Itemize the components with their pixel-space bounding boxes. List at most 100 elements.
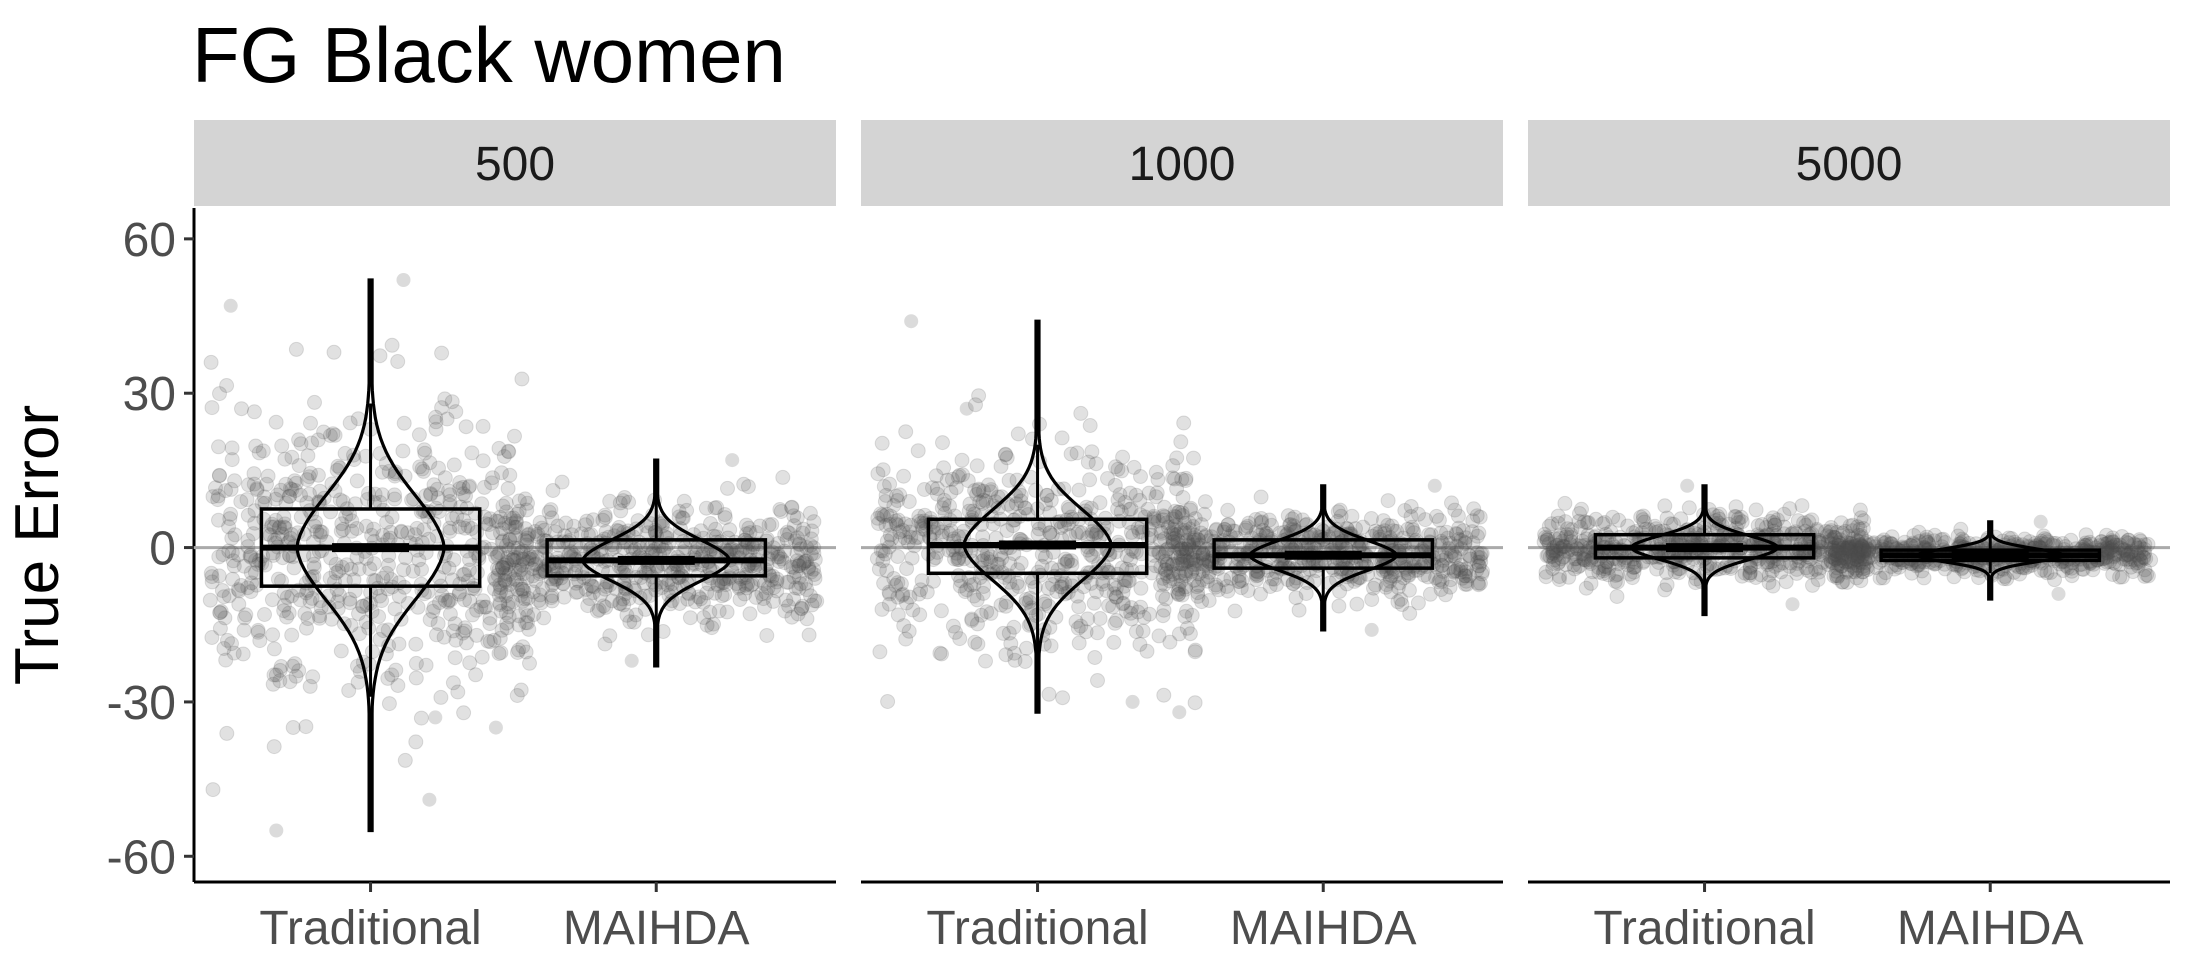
data-point — [203, 565, 219, 581]
data-point — [1069, 445, 1085, 461]
data-point — [307, 394, 322, 410]
data-point — [271, 520, 287, 536]
data-point — [233, 494, 249, 510]
data-point — [497, 565, 513, 581]
data-point — [299, 620, 314, 636]
data-point — [308, 514, 324, 530]
data-point — [1130, 604, 1146, 620]
data-point — [596, 598, 612, 614]
data-point — [203, 354, 219, 370]
data-point — [204, 400, 220, 416]
data-point — [264, 516, 280, 532]
data-point — [455, 567, 471, 583]
data-point — [211, 549, 227, 565]
data-point — [272, 673, 288, 689]
data-point — [469, 602, 485, 618]
data-point — [1197, 494, 1213, 510]
data-point — [332, 492, 348, 508]
data-point — [482, 511, 498, 527]
data-point — [703, 516, 718, 531]
data-point — [444, 511, 460, 527]
data-point — [250, 624, 266, 640]
data-point — [227, 527, 243, 543]
data-point — [1680, 478, 1695, 493]
data-point — [461, 479, 477, 495]
data-point — [224, 636, 239, 652]
data-point — [1177, 581, 1193, 597]
data-point — [501, 609, 517, 625]
data-point — [495, 521, 511, 537]
data-point — [1082, 418, 1098, 433]
data-point — [224, 452, 240, 468]
data-point — [235, 646, 251, 662]
data-point — [237, 610, 253, 626]
data-point — [284, 588, 300, 604]
data-point — [1379, 577, 1395, 593]
data-point — [327, 427, 343, 443]
data-point — [484, 475, 499, 491]
data-point — [390, 354, 406, 369]
data-point — [499, 555, 515, 571]
data-point — [1916, 570, 1932, 586]
data-point — [285, 720, 301, 735]
data-point — [437, 470, 453, 486]
data-point — [310, 467, 326, 483]
data-point — [422, 455, 438, 471]
data-point — [447, 616, 463, 632]
data-point — [1148, 464, 1164, 480]
data-point — [364, 527, 380, 543]
data-point — [414, 461, 430, 477]
data-point — [899, 561, 915, 577]
data-point — [1042, 525, 1058, 541]
data-point — [515, 639, 531, 655]
data-point — [460, 518, 476, 534]
data-point — [281, 489, 297, 504]
data-point — [1557, 495, 1573, 511]
data-point — [214, 583, 230, 598]
x-tick-label: MAIHDA — [1230, 902, 1417, 955]
data-point — [409, 520, 425, 536]
data-point — [1125, 694, 1140, 709]
data-point — [325, 426, 341, 442]
data-point — [442, 487, 458, 503]
data-point — [473, 599, 489, 615]
data-point — [513, 544, 529, 560]
data-point — [898, 424, 914, 440]
data-point — [443, 592, 459, 608]
data-point — [366, 521, 382, 537]
data-point — [1187, 695, 1203, 711]
data-point — [929, 481, 945, 496]
data-point — [1155, 549, 1171, 565]
data-point — [428, 409, 444, 425]
data-point — [379, 514, 395, 530]
data-point — [313, 527, 328, 543]
data-point — [511, 642, 527, 658]
data-point — [488, 572, 504, 588]
data-point — [440, 594, 456, 610]
data-point — [722, 522, 738, 538]
data-point — [461, 562, 477, 578]
data-point — [455, 625, 471, 641]
data-point — [418, 657, 434, 673]
data-point — [337, 445, 353, 461]
data-point — [772, 502, 788, 517]
data-point — [349, 473, 365, 489]
data-point — [719, 604, 735, 620]
data-point — [1681, 500, 1697, 516]
data-point — [896, 618, 912, 634]
data-point — [1822, 549, 1838, 565]
data-point — [255, 443, 271, 459]
data-point — [507, 530, 523, 546]
data-point — [725, 541, 741, 557]
data-point — [785, 560, 801, 575]
data-point — [1663, 516, 1679, 532]
data-point — [954, 452, 970, 468]
data-point — [434, 587, 450, 603]
data-point — [1001, 472, 1017, 488]
data-point — [302, 678, 318, 694]
facet-strip-label: 1000 — [1129, 138, 1236, 191]
data-point — [388, 662, 404, 678]
data-point — [408, 734, 424, 750]
data-point — [238, 607, 254, 623]
data-point — [770, 536, 786, 551]
